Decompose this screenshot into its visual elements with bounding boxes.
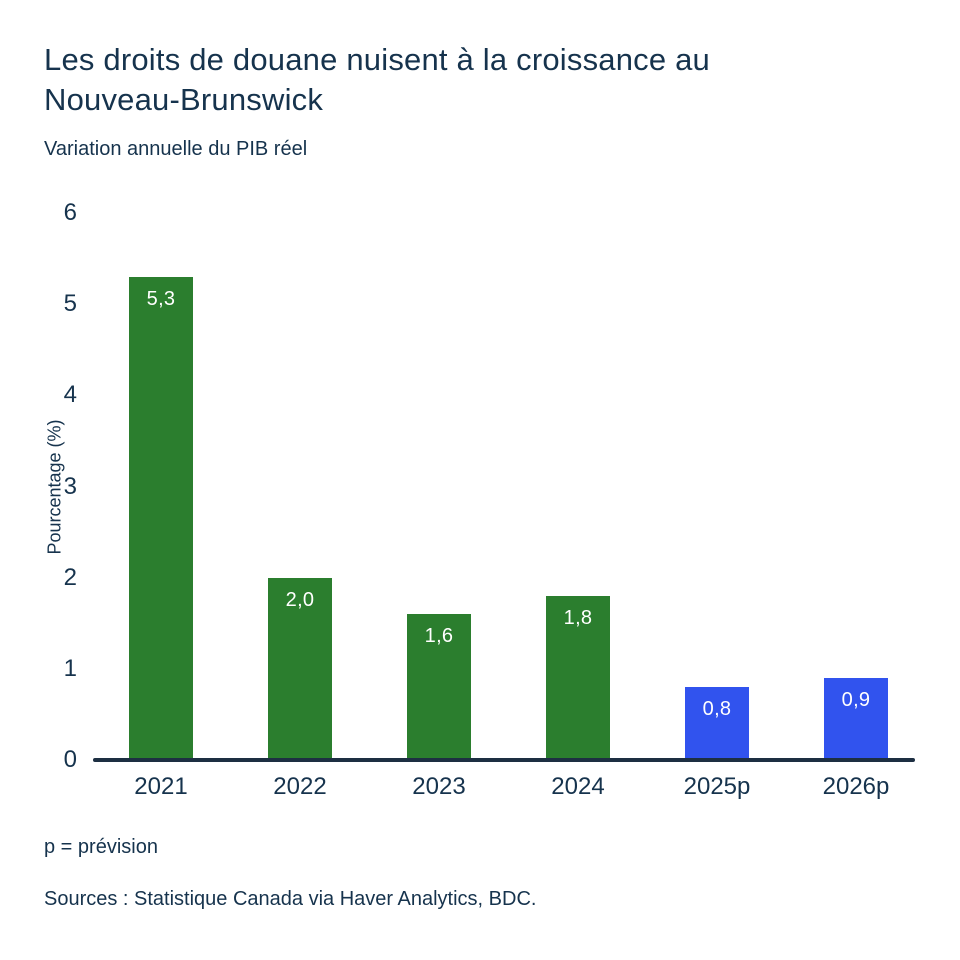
y-tick-label: 6 [63, 199, 77, 226]
bar-value-label: 2,0 [285, 588, 315, 611]
forecast-footnote: p = prévision [44, 836, 158, 858]
bar-value-label: 1,8 [563, 606, 593, 629]
bar-value-label: 5,3 [146, 287, 176, 310]
y-tick-label: 2 [63, 563, 77, 591]
bar-value-label: 0,9 [841, 688, 871, 711]
x-tick-label: 2022 [273, 773, 327, 800]
bar-value-label: 1,6 [424, 625, 454, 648]
y-tick-label: 4 [63, 381, 77, 409]
bar-2026p: 0,9 [824, 677, 888, 760]
x-axis-line [93, 758, 915, 762]
bar-2023: 1,6 [407, 614, 471, 760]
chart-title: Les droits de douane nuisent à la croiss… [44, 42, 711, 117]
x-tick-label: 2026p [822, 773, 890, 800]
x-tick-label: 2024 [551, 773, 605, 800]
bar-2022: 2,0 [268, 577, 332, 760]
bar-2024: 1,8 [546, 595, 610, 760]
chart-subtitle: Variation annuelle du PIB réel [44, 138, 308, 160]
x-tick-label: 2025p [683, 773, 751, 800]
y-tick-label: 3 [63, 472, 77, 500]
bar-value-label: 0,8 [702, 698, 732, 721]
x-tick-label: 2021 [134, 773, 188, 800]
plot-area: 0 1 2 3 4 5 6 5,3 2021 2,0 2022 1,6 2023 1,8 2024 0,8 20… [64, 199, 915, 800]
x-tick-label: 2023 [412, 773, 466, 800]
y-tick-label: 0 [63, 746, 77, 773]
bar-2025p: 0,8 [685, 687, 749, 760]
sources-note: Sources : Statistique Canada via Haver A… [44, 888, 537, 910]
bar-2021: 5,3 [129, 276, 193, 760]
y-tick-label: 1 [63, 654, 77, 682]
y-tick-label: 5 [63, 290, 77, 318]
